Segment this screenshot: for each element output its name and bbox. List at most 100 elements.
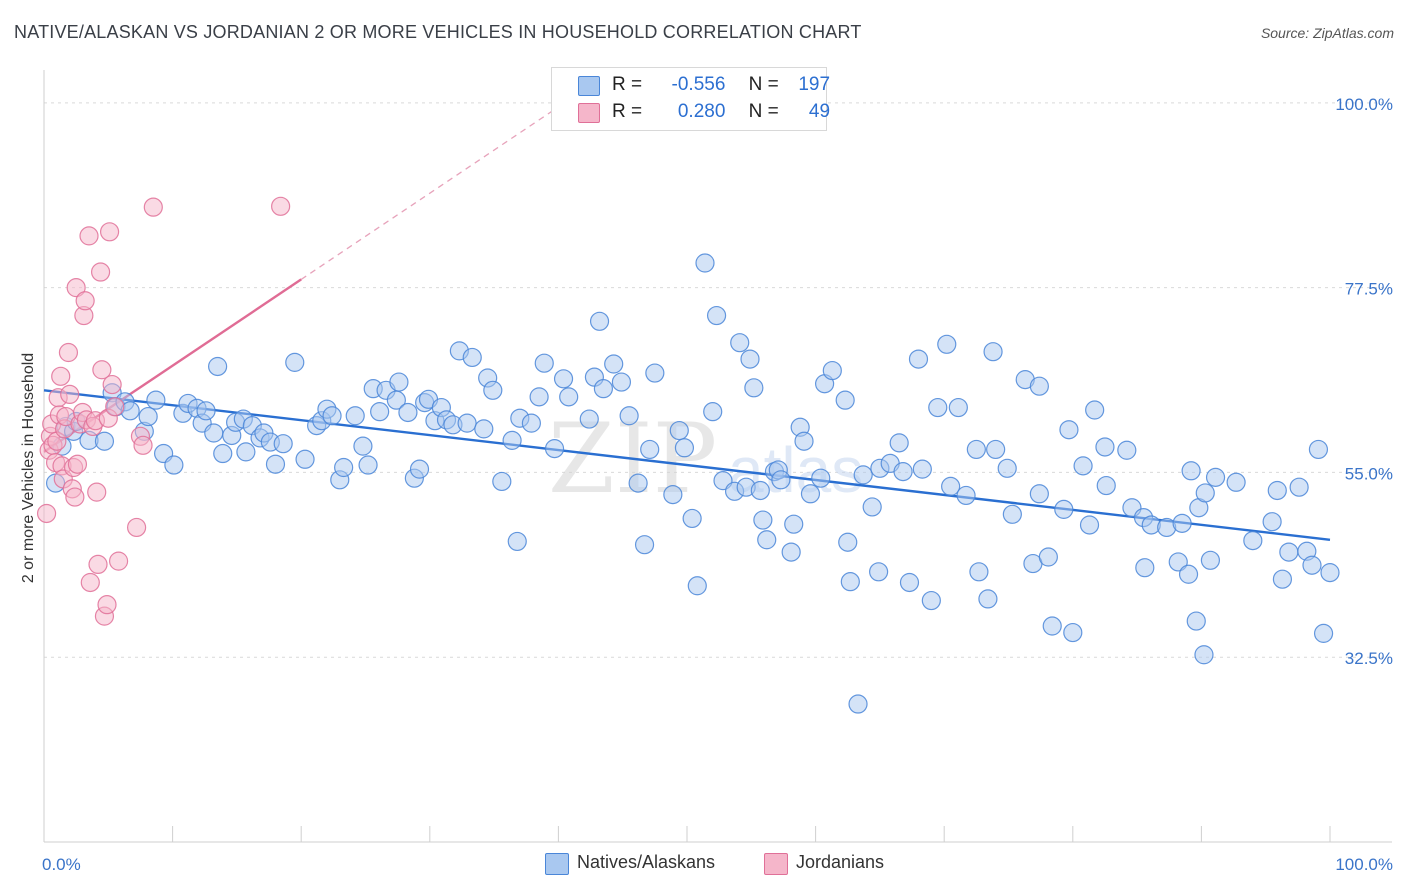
- data-point: [937, 334, 957, 354]
- series-jordanians: [36, 196, 291, 626]
- data-point: [208, 356, 228, 377]
- data-point: [75, 291, 95, 311]
- data-point: [750, 480, 770, 501]
- data-point: [353, 436, 373, 456]
- data-point: [889, 433, 909, 453]
- legend-swatch-jordanians: [578, 103, 600, 123]
- data-point: [634, 535, 655, 555]
- data-point: [559, 387, 579, 407]
- data-point: [589, 311, 610, 331]
- data-point: [462, 347, 482, 368]
- data-point: [908, 349, 929, 369]
- data-point: [370, 402, 390, 422]
- data-point: [663, 485, 683, 505]
- data-point: [1029, 376, 1049, 396]
- data-point: [65, 487, 85, 507]
- data-point: [619, 406, 639, 426]
- data-point: [1279, 542, 1299, 562]
- data-point: [105, 397, 125, 417]
- data-point: [196, 401, 216, 421]
- data-point: [1320, 563, 1340, 583]
- data-point: [835, 390, 855, 410]
- data-point: [94, 431, 115, 451]
- data-point: [695, 253, 715, 273]
- data-point: [1308, 439, 1329, 460]
- data-point: [800, 484, 821, 504]
- data-point: [92, 360, 112, 380]
- data-point: [1178, 564, 1199, 584]
- data-point: [409, 459, 430, 479]
- data-point: [204, 423, 224, 443]
- data-point: [66, 278, 86, 298]
- data-point: [862, 497, 882, 517]
- data-point: [983, 342, 1003, 362]
- data-point: [893, 462, 913, 482]
- data-point: [236, 442, 256, 462]
- legend-swatch-jordanians: [764, 853, 788, 875]
- data-point: [322, 406, 342, 426]
- data-point: [781, 542, 801, 562]
- data-point: [794, 431, 814, 451]
- data-point: [853, 465, 873, 485]
- data-point: [389, 372, 409, 392]
- data-point: [1168, 552, 1188, 572]
- data-point: [1135, 558, 1155, 578]
- data-point: [271, 196, 291, 216]
- data-point: [956, 485, 976, 506]
- data-point: [138, 406, 158, 427]
- data-point: [90, 262, 111, 282]
- data-point: [213, 443, 233, 464]
- data-point: [502, 430, 522, 450]
- data-point: [164, 455, 184, 475]
- data-point: [1042, 616, 1062, 636]
- data-point: [640, 439, 660, 460]
- data-point: [771, 470, 791, 490]
- data-point: [51, 366, 71, 386]
- data-point: [703, 402, 723, 422]
- data-point: [80, 572, 100, 593]
- data-point: [869, 562, 889, 582]
- data-point: [265, 454, 286, 474]
- data-point: [604, 354, 624, 374]
- legend-n-value: 49: [808, 101, 831, 122]
- data-point: [1194, 645, 1214, 665]
- data-point: [730, 333, 750, 353]
- data-point: [921, 590, 941, 611]
- data-point: [60, 384, 80, 405]
- data-point: [978, 589, 998, 609]
- data-point: [1063, 622, 1083, 643]
- data-point: [1085, 400, 1105, 420]
- legend-n-label: N =: [748, 74, 779, 95]
- data-point: [986, 439, 1006, 460]
- data-point: [1243, 530, 1263, 551]
- data-point: [483, 380, 503, 400]
- data-point: [334, 457, 354, 478]
- legend-n-label: N =: [748, 101, 779, 122]
- data-point: [822, 360, 842, 381]
- data-point: [966, 439, 986, 460]
- data-point: [1073, 456, 1093, 476]
- data-point: [474, 419, 494, 439]
- x-tick-label: 0.0%: [42, 855, 81, 874]
- trend-extension: [300, 106, 559, 280]
- legend-r-value: 0.280: [677, 101, 726, 122]
- data-point: [295, 449, 315, 469]
- trend-line-natives: [43, 389, 1331, 541]
- data-point: [1096, 475, 1116, 496]
- data-point: [753, 510, 773, 530]
- data-point: [97, 595, 117, 615]
- data-point: [88, 554, 108, 575]
- legend-label-natives: Natives/Alaskans: [577, 852, 716, 872]
- data-point: [784, 514, 804, 534]
- data-point: [492, 471, 512, 492]
- data-point: [593, 379, 614, 399]
- y-tick-label: 32.5%: [1345, 649, 1393, 668]
- data-point: [398, 402, 418, 423]
- data-point: [1267, 480, 1287, 501]
- data-point: [1262, 512, 1282, 532]
- data-point: [628, 473, 648, 493]
- data-point: [706, 305, 727, 326]
- data-point: [345, 406, 365, 426]
- data-point: [645, 363, 665, 383]
- data-point: [126, 517, 147, 538]
